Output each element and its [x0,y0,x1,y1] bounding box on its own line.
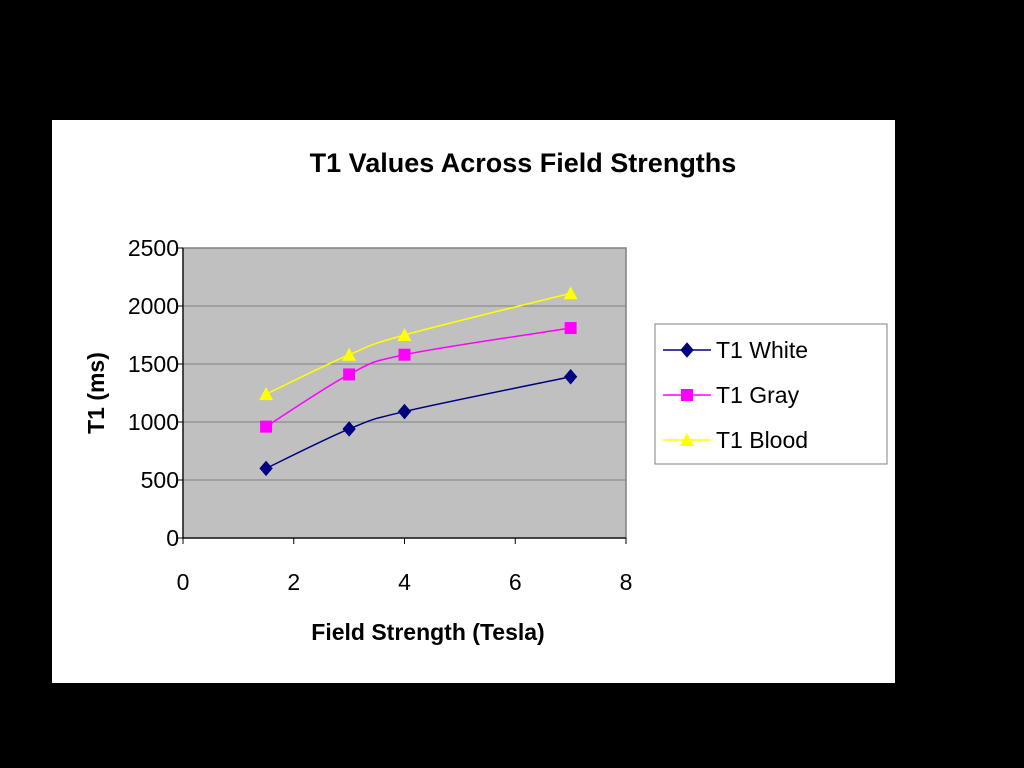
series-line [265,292,571,395]
data-point [398,348,411,361]
legend-label: T1 White [716,337,808,363]
x-tick-label: 6 [509,569,522,595]
series-line [265,327,571,428]
data-point [564,322,577,335]
legend-marker [680,433,694,446]
x-tick-label: 0 [177,569,190,595]
legend-label: T1 Gray [716,382,800,408]
x-tick-label: 4 [398,569,411,595]
legend-item: T1 Blood [663,427,808,453]
chart-title: T1 Values Across Field Strengths [310,148,737,178]
plot-area [182,247,627,539]
y-axis-title: T1 (ms) [83,352,109,434]
y-axis-ticks: 0 500 1000 1500 2000 2500 [128,235,183,551]
x-tick-label: 2 [287,569,300,595]
data-point [259,387,274,401]
data-point [342,347,357,361]
data-point [343,368,356,381]
data-point [260,420,273,433]
data-point [563,286,578,300]
series-0 [259,368,578,477]
legend-label: T1 Blood [716,427,808,453]
legend-items: T1 White T1 Gray T1 Blood [663,337,808,453]
y-tick-label: 2500 [128,235,179,261]
data-point [563,368,578,385]
series-line [265,376,571,470]
x-axis-ticks: 0 2 4 6 8 [177,538,633,595]
x-tick-label: 8 [620,569,633,595]
y-tick-label: 1000 [128,409,179,435]
legend-item: T1 Gray [663,382,800,408]
series-layer [259,286,578,477]
x-axis-title: Field Strength (Tesla) [311,619,544,645]
y-tick-label: 2000 [128,293,179,319]
y-tick-label: 1500 [128,351,179,377]
legend-marker [680,342,694,358]
legend-marker [681,389,693,401]
y-tick-label: 500 [141,467,179,493]
data-point [342,421,356,437]
legend: T1 White T1 Gray T1 Blood [654,323,888,465]
legend-item: T1 White [663,337,808,363]
data-point [259,460,273,477]
gridlines [183,247,626,481]
y-tick-label: 0 [166,525,179,551]
series-1 [260,322,577,433]
series-2 [259,286,578,401]
data-point [397,328,412,341]
data-point [397,403,412,420]
